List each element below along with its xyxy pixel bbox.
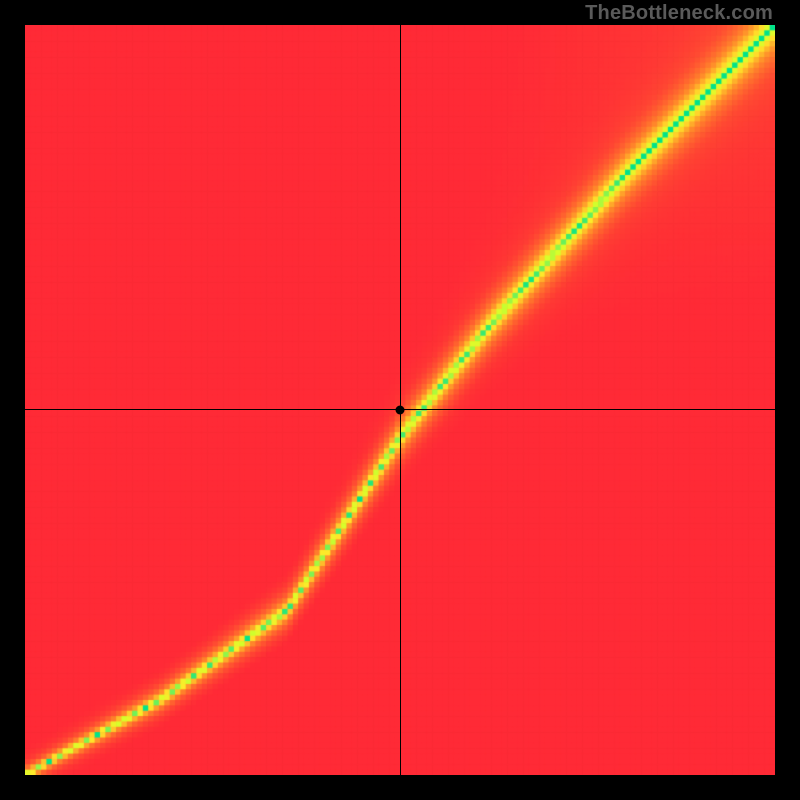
crosshair-marker bbox=[396, 405, 405, 414]
watermark-text: TheBottleneck.com bbox=[585, 2, 773, 25]
plot-area bbox=[25, 25, 775, 775]
crosshair-vertical bbox=[400, 25, 401, 775]
figure-frame: TheBottleneck.com bbox=[0, 0, 800, 800]
